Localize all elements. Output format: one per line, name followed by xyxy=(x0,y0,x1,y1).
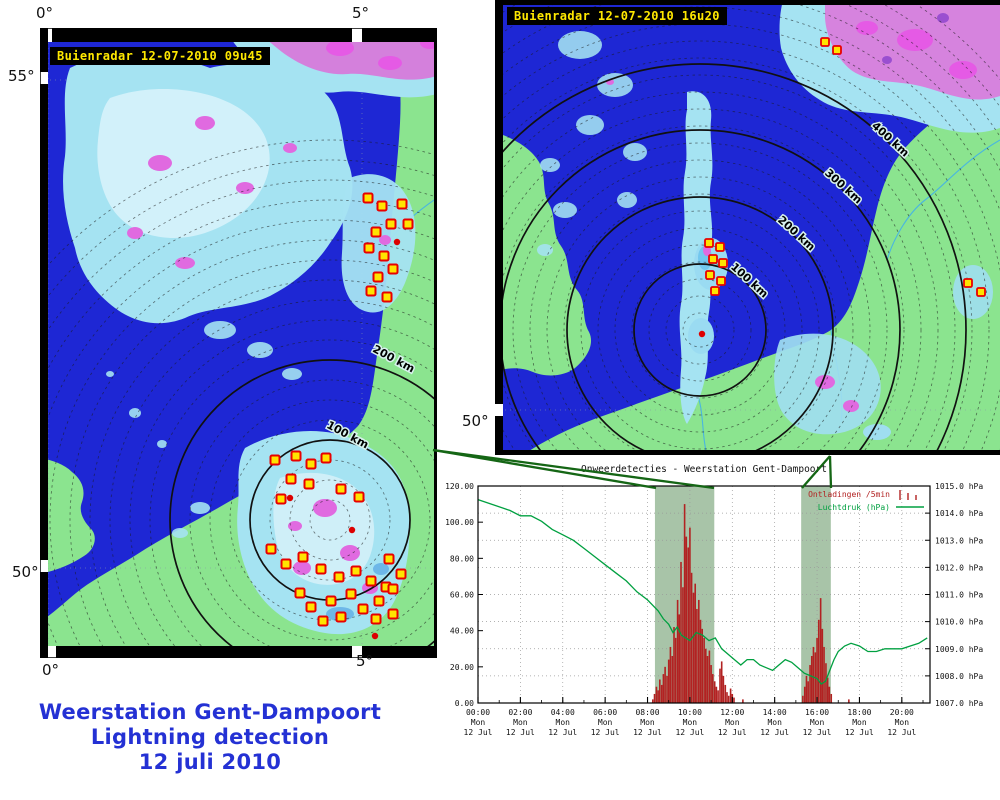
svg-text:08:00: 08:00 xyxy=(635,708,659,717)
svg-text:14:00: 14:00 xyxy=(763,708,787,717)
svg-text:1012.0 hPa: 1012.0 hPa xyxy=(935,563,983,572)
svg-text:Mon: Mon xyxy=(852,718,867,727)
svg-text:Mon: Mon xyxy=(767,718,782,727)
svg-text:00:00: 00:00 xyxy=(466,708,490,717)
svg-text:20.00: 20.00 xyxy=(450,663,474,672)
svg-text:80.00: 80.00 xyxy=(450,554,474,563)
svg-text:1015.0 hPa: 1015.0 hPa xyxy=(935,482,983,491)
map-frame xyxy=(40,28,437,658)
left-map-lat-top: 55° xyxy=(8,67,35,85)
precipitation xyxy=(537,0,1000,440)
svg-text:16:00: 16:00 xyxy=(805,708,829,717)
caption-line-1: Weerstation Gent-Dampoort xyxy=(38,700,382,724)
svg-text:02:00: 02:00 xyxy=(508,708,532,717)
svg-text:1009.0 hPa: 1009.0 hPa xyxy=(935,645,983,654)
chart-svg: 0.00 20.00 40.00 60.00 80.00 100.00 120.00 1007… xyxy=(445,464,983,737)
svg-text:12 Jul: 12 Jul xyxy=(548,728,577,737)
svg-text:18:00: 18:00 xyxy=(847,708,871,717)
svg-text:1008.0 hPa: 1008.0 hPa xyxy=(935,672,983,681)
svg-text:12 Jul: 12 Jul xyxy=(803,728,832,737)
lightning-pressure-chart: 0.00 20.00 40.00 60.00 80.00 100.00 120.00 1007… xyxy=(435,456,1000,790)
svg-text:0.00: 0.00 xyxy=(455,699,474,708)
svg-text:04:00: 04:00 xyxy=(551,708,575,717)
svg-text:12:00: 12:00 xyxy=(720,708,744,717)
svg-text:1013.0 hPa: 1013.0 hPa xyxy=(935,536,983,545)
svg-text:06:00: 06:00 xyxy=(593,708,617,717)
svg-text:12 Jul: 12 Jul xyxy=(464,728,493,737)
svg-text:Ontladingen /5min: Ontladingen /5min xyxy=(808,490,890,499)
svg-text:12 Jul: 12 Jul xyxy=(506,728,535,737)
svg-text:12 Jul: 12 Jul xyxy=(591,728,620,737)
left-map-lon-top-right: 5° xyxy=(352,4,370,22)
svg-text:Mon: Mon xyxy=(471,718,486,727)
radar-map-morning: 100 km 200 km Buienradar 12-07-2010 09u4… xyxy=(40,28,437,658)
left-map-lon-top-left: 0° xyxy=(36,4,54,22)
svg-text:Onweerdetecties - Weerstation: Onweerdetecties - Weerstation Gent-Dampo… xyxy=(581,464,827,475)
svg-text:Mon: Mon xyxy=(895,718,910,727)
svg-text:1010.0 hPa: 1010.0 hPa xyxy=(935,618,983,627)
svg-text:12 Jul: 12 Jul xyxy=(887,728,916,737)
svg-text:12 Jul: 12 Jul xyxy=(760,728,789,737)
right-map-title: Buienradar 12-07-2010 16u20 xyxy=(507,7,727,25)
svg-text:100.00: 100.00 xyxy=(445,518,474,527)
right-map-lat-label: 50° xyxy=(462,412,489,430)
svg-text:1007.0 hPa: 1007.0 hPa xyxy=(935,699,983,708)
svg-text:1011.0 hPa: 1011.0 hPa xyxy=(935,591,983,600)
svg-text:120.00: 120.00 xyxy=(445,482,474,491)
svg-text:Mon: Mon xyxy=(725,718,740,727)
svg-text:Mon: Mon xyxy=(810,718,825,727)
lightning-markers xyxy=(698,37,986,338)
radar-map-afternoon-svg: 100 km 200 km 300 km 400 km xyxy=(495,0,1000,455)
caption: Weerstation Gent-Dampoort Lightning dete… xyxy=(20,700,400,775)
left-map-lon-bottom-right: 5° xyxy=(356,652,374,670)
svg-text:12 Jul: 12 Jul xyxy=(845,728,874,737)
svg-text:Mon: Mon xyxy=(640,718,655,727)
left-map-lon-bottom-left: 0° xyxy=(42,661,60,679)
svg-text:20:00: 20:00 xyxy=(890,708,914,717)
svg-text:1014.0 hPa: 1014.0 hPa xyxy=(935,509,983,518)
svg-text:12 Jul: 12 Jul xyxy=(633,728,662,737)
radar-map-afternoon: 100 km 200 km 300 km 400 km Buienradar 1… xyxy=(495,0,1000,455)
svg-text:60.00: 60.00 xyxy=(450,591,474,600)
svg-text:12 Jul: 12 Jul xyxy=(718,728,747,737)
svg-text:Mon: Mon xyxy=(683,718,698,727)
svg-text:Luchtdruk (hPa): Luchtdruk (hPa) xyxy=(818,503,890,512)
svg-text:Mon: Mon xyxy=(513,718,528,727)
svg-text:10:00: 10:00 xyxy=(678,708,702,717)
map-frame xyxy=(495,0,1000,455)
lightning-markers xyxy=(265,192,414,640)
caption-line-3: 12 juli 2010 xyxy=(138,750,282,774)
svg-text:12 Jul: 12 Jul xyxy=(675,728,704,737)
radar-map-morning-svg: 100 km 200 km xyxy=(40,28,437,658)
svg-text:Mon: Mon xyxy=(556,718,571,727)
left-map-lat-bottom: 50° xyxy=(12,563,39,581)
svg-text:40.00: 40.00 xyxy=(450,627,474,636)
caption-line-2: Lightning detection xyxy=(90,725,330,749)
left-map-title: Buienradar 12-07-2010 09u45 xyxy=(50,47,270,65)
svg-text:Mon: Mon xyxy=(598,718,613,727)
